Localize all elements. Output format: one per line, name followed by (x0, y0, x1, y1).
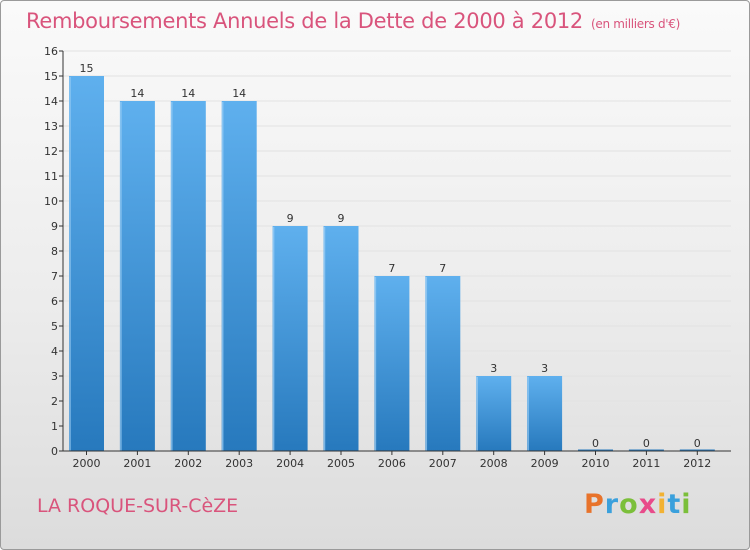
x-tick-label: 2000 (73, 457, 101, 470)
logo-letter: o (619, 489, 639, 520)
data-label: 14 (130, 87, 144, 100)
bar (425, 276, 461, 451)
logo-letter: i (657, 489, 668, 520)
y-tick-label: 2 (51, 395, 58, 408)
data-label: 7 (439, 262, 446, 275)
bar (119, 101, 155, 451)
labels: 0123456789101112131415161520001420011420… (44, 45, 711, 470)
data-label: 3 (490, 362, 497, 375)
y-tick-label: 6 (51, 295, 58, 308)
proxiti-logo: Proxiti (584, 489, 692, 520)
y-tick-label: 10 (44, 195, 58, 208)
y-tick-label: 14 (44, 95, 58, 108)
logo-letter: i (681, 489, 692, 520)
x-tick-label: 2012 (683, 457, 711, 470)
x-tick-label: 2001 (123, 457, 151, 470)
bar (170, 101, 206, 451)
axes (59, 50, 731, 455)
y-tick-label: 4 (51, 345, 58, 358)
x-tick-label: 2007 (429, 457, 457, 470)
x-tick-label: 2002 (174, 457, 202, 470)
bar (527, 376, 563, 451)
y-tick-label: 11 (44, 170, 58, 183)
chart-subtitle: (en milliers d'€) (591, 17, 681, 31)
y-tick-label: 7 (51, 270, 58, 283)
y-tick-label: 5 (51, 320, 58, 333)
data-label: 14 (232, 87, 246, 100)
data-label: 3 (541, 362, 548, 375)
data-label: 0 (643, 437, 650, 450)
y-tick-label: 15 (44, 70, 58, 83)
y-tick-label: 16 (44, 45, 58, 58)
place-name: LA ROQUE-SUR-CèZE (37, 495, 239, 517)
logo-letter: r (604, 489, 620, 520)
y-tick-label: 9 (51, 220, 58, 233)
x-tick-label: 2005 (327, 457, 355, 470)
y-tick-label: 0 (51, 445, 58, 458)
data-label: 0 (592, 437, 599, 450)
logo-letter: x (638, 489, 658, 520)
x-tick-label: 2006 (378, 457, 406, 470)
y-tick-label: 12 (44, 145, 58, 158)
data-label: 9 (338, 212, 345, 225)
data-label: 14 (181, 87, 195, 100)
x-tick-label: 2008 (480, 457, 508, 470)
bar (374, 276, 410, 451)
y-tick-label: 13 (44, 120, 58, 133)
bar (221, 101, 257, 451)
bar (272, 226, 308, 451)
bar (69, 76, 104, 451)
x-tick-label: 2009 (531, 457, 559, 470)
data-label: 15 (80, 62, 94, 75)
y-tick-label: 8 (51, 245, 58, 258)
logo-letter: t (667, 489, 682, 520)
bars (69, 76, 715, 452)
data-label: 0 (694, 437, 701, 450)
bar (323, 226, 359, 451)
logo-letter: P (584, 489, 605, 520)
y-tick-label: 1 (51, 420, 58, 433)
data-label: 7 (388, 262, 395, 275)
y-tick-label: 3 (51, 370, 58, 383)
bar (476, 376, 512, 451)
chart-title: Remboursements Annuels de la Dette de 20… (26, 9, 680, 33)
x-tick-label: 2011 (632, 457, 660, 470)
x-tick-label: 2010 (582, 457, 610, 470)
data-label: 9 (287, 212, 294, 225)
x-tick-label: 2003 (225, 457, 253, 470)
chart-title-text: Remboursements Annuels de la Dette de 20… (26, 9, 583, 33)
x-tick-label: 2004 (276, 457, 304, 470)
